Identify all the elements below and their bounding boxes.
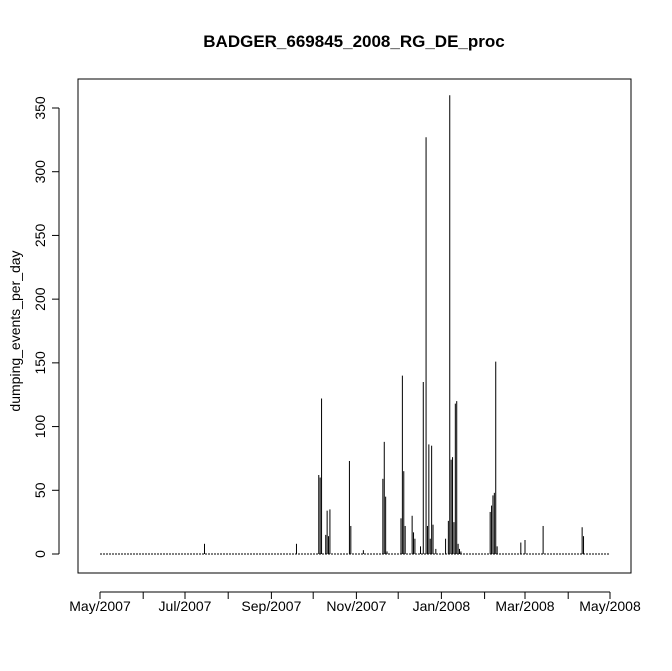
y-tick-label: 200 xyxy=(32,287,48,311)
y-tick-label: 350 xyxy=(32,96,48,120)
y-axis-label: dumping_events_per_day xyxy=(7,250,23,411)
x-tick-label: Sep/2007 xyxy=(241,598,301,614)
x-tick-label: Jul/2007 xyxy=(159,598,212,614)
y-tick-label: 0 xyxy=(32,550,48,558)
y-tick-label: 100 xyxy=(32,415,48,439)
x-tick-label: Jan/2008 xyxy=(413,598,471,614)
x-tick-label: Nov/2007 xyxy=(326,598,386,614)
x-ticks: May/2007 Jul/2007 Sep/2007 Nov/2007 Jan/2008… xyxy=(69,592,641,614)
y-tick-label: 150 xyxy=(32,351,48,375)
x-tick-label: Mar/2008 xyxy=(495,598,554,614)
y-tick-label: 50 xyxy=(32,482,48,498)
bars xyxy=(204,95,585,554)
y-tick-label: 250 xyxy=(32,224,48,248)
plot-frame xyxy=(77,78,632,574)
y-ticks: 0 50 100 150 200 250 300 350 xyxy=(32,96,59,558)
x-tick-label: May/2008 xyxy=(579,598,641,614)
chart-title: BADGER_669845_2008_RG_DE_proc xyxy=(203,32,504,51)
x-tick-label: May/2007 xyxy=(69,598,131,614)
y-tick-label: 300 xyxy=(32,160,48,184)
